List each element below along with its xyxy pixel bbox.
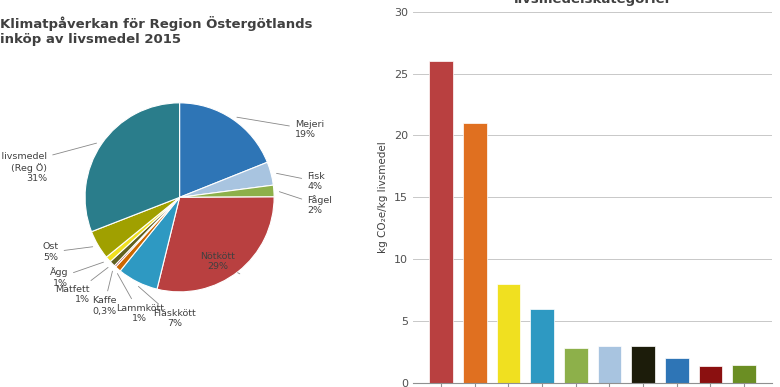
Wedge shape xyxy=(157,197,274,292)
Wedge shape xyxy=(115,197,179,271)
Text: Kaffe
0,3%: Kaffe 0,3% xyxy=(92,271,116,316)
Bar xyxy=(665,358,689,383)
Bar xyxy=(463,123,487,383)
Text: Fisk
4%: Fisk 4% xyxy=(276,171,325,191)
Text: Fågel
2%: Fågel 2% xyxy=(279,192,332,215)
Bar xyxy=(597,346,621,383)
Text: Nötkött
29%: Nötkött 29% xyxy=(200,252,239,274)
Bar xyxy=(429,61,453,383)
Title: Klimatpåverkan för olika
livsmedelskategorier: Klimatpåverkan för olika livsmedelskateg… xyxy=(500,0,686,6)
Text: Övriga livsmedel
(Reg Ö)
31%: Övriga livsmedel (Reg Ö) 31% xyxy=(0,143,97,183)
Wedge shape xyxy=(120,197,179,289)
Wedge shape xyxy=(115,197,179,267)
Wedge shape xyxy=(179,185,274,197)
Bar xyxy=(530,309,554,383)
Text: Fläskkött
7%: Fläskkött 7% xyxy=(138,286,197,328)
Text: Mejeri
19%: Mejeri 19% xyxy=(237,117,324,139)
Text: Ägg
1%: Ägg 1% xyxy=(50,262,104,288)
Wedge shape xyxy=(179,103,268,197)
Text: Klimatpåverkan för Region Östergötlands
inköp av livsmedel 2015: Klimatpåverkan för Region Östergötlands … xyxy=(0,15,313,46)
Bar xyxy=(631,346,655,383)
Bar xyxy=(564,348,587,383)
Bar xyxy=(699,366,722,383)
Y-axis label: kg CO₂e/kg livsmedel: kg CO₂e/kg livsmedel xyxy=(378,142,388,253)
Wedge shape xyxy=(91,197,179,257)
Text: Matfett
1%: Matfett 1% xyxy=(55,267,108,305)
Bar xyxy=(497,284,520,383)
Wedge shape xyxy=(179,162,273,197)
Bar xyxy=(732,365,756,383)
Wedge shape xyxy=(110,197,179,266)
Wedge shape xyxy=(106,197,179,262)
Text: Ost
5%: Ost 5% xyxy=(42,243,93,262)
Wedge shape xyxy=(85,103,179,232)
Text: Lammkött
1%: Lammkött 1% xyxy=(116,274,164,323)
